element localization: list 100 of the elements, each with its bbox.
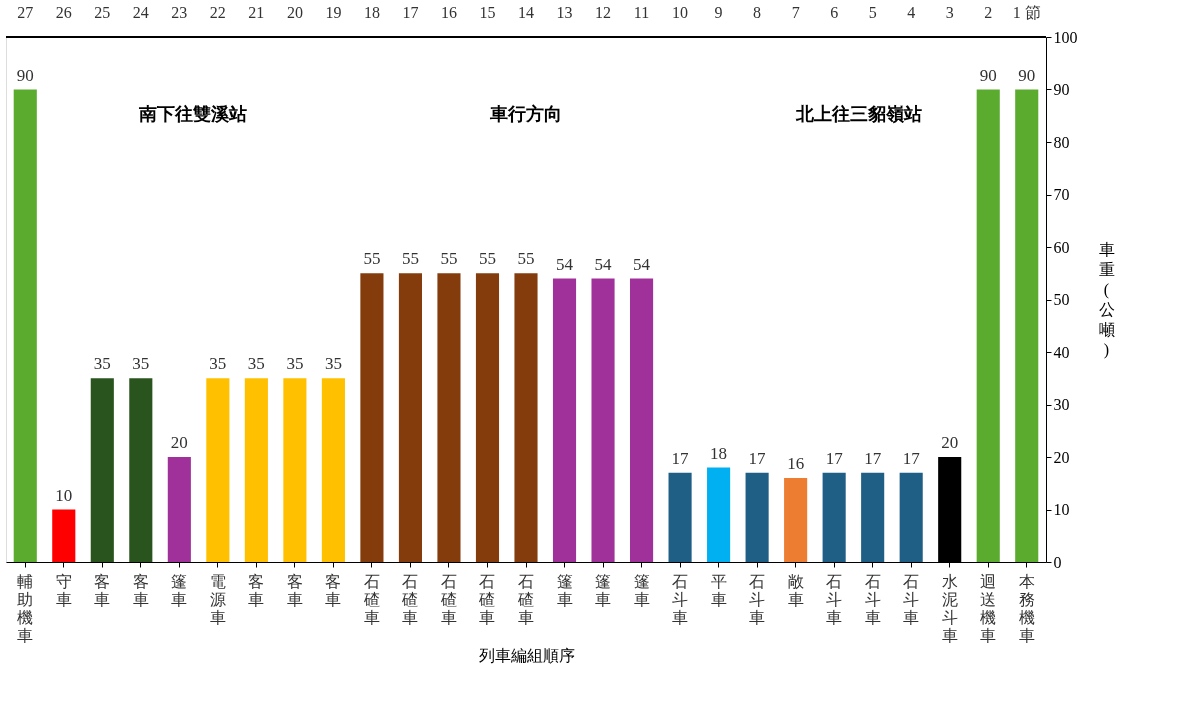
data-label: 17 — [671, 448, 690, 468]
x-tick-label: 篷車 — [171, 572, 188, 608]
bar — [167, 457, 191, 562]
data-label: 35 — [286, 354, 304, 374]
data-label: 35 — [247, 354, 265, 374]
text: 5 — [868, 4, 877, 21]
bar — [861, 472, 885, 562]
bar — [514, 273, 538, 562]
bar — [899, 472, 923, 562]
bar — [129, 378, 153, 562]
data-label: 55 — [517, 249, 535, 269]
bar — [360, 273, 384, 562]
text: 27 — [17, 4, 34, 21]
text: 20 — [286, 4, 303, 21]
bar — [630, 278, 654, 562]
x-tick-label: 客車 — [286, 572, 303, 608]
data-label: 54 — [633, 254, 651, 274]
text: 21 — [248, 4, 265, 21]
data-label: 35 — [132, 354, 150, 374]
text: 26 — [55, 4, 72, 21]
x-tick-label: 客車 — [94, 572, 111, 608]
x-tick-label: 石碴車 — [478, 572, 496, 626]
y-tick-label: 100 — [1053, 28, 1078, 46]
bar — [745, 472, 769, 562]
x-tick-label: 篷車 — [595, 572, 612, 608]
text: 10 — [672, 4, 689, 21]
data-label: 55 — [401, 249, 419, 269]
bar — [822, 472, 846, 562]
x-tick-label: 迴送機車 — [980, 572, 997, 644]
data-label: 35 — [93, 354, 111, 374]
text: 3 — [945, 4, 954, 21]
text: 24 — [132, 4, 149, 21]
y-tick-label: 30 — [1053, 396, 1070, 413]
data-label: 54 — [556, 254, 574, 274]
bar — [1015, 89, 1039, 562]
text: 23 — [171, 4, 188, 21]
text: 14 — [518, 4, 534, 21]
bar — [398, 273, 422, 562]
y-tick-label: 50 — [1053, 291, 1070, 308]
text: 18 — [363, 4, 380, 21]
annotation: 車行方向 — [489, 103, 562, 124]
data-label: 90 — [1018, 65, 1036, 85]
data-label: 55 — [478, 249, 496, 269]
data-label: 55 — [440, 249, 458, 269]
annotation: 南下往雙溪站 — [138, 103, 248, 124]
x-tick-label: 平車 — [710, 572, 727, 608]
text: 6 — [830, 4, 839, 21]
y-tick-label: 40 — [1053, 343, 1070, 361]
bar — [206, 378, 230, 562]
x-tick-label: 客車 — [132, 572, 149, 608]
x-tick-label: 石碴車 — [401, 572, 419, 626]
data-label: 10 — [55, 485, 73, 505]
x-tick-label: 石碴車 — [439, 572, 457, 626]
y-tick-label: 0 — [1053, 553, 1062, 571]
text: 11 — [633, 4, 650, 21]
x-tick-label: 篷車 — [633, 572, 650, 608]
data-label: 35 — [324, 354, 342, 374]
text: 12 — [595, 4, 612, 21]
x-tick-label: 石碴車 — [517, 572, 534, 626]
x-tick-label: 石斗車 — [864, 572, 881, 626]
text: 8 — [753, 4, 762, 21]
bar — [591, 278, 615, 562]
bar — [244, 378, 268, 562]
bar — [90, 378, 114, 562]
x-tick-label: 石斗車 — [903, 572, 920, 626]
x-tick-label: 篷車 — [556, 572, 573, 608]
data-label: 20 — [941, 433, 959, 452]
bar — [707, 467, 731, 562]
data-label: 16 — [787, 454, 805, 473]
data-label: 20 — [170, 433, 188, 452]
x-tick-label: 守車 — [55, 572, 72, 608]
y-tick-label: 10 — [1053, 501, 1070, 518]
bar — [13, 89, 37, 562]
data-label: 17 — [748, 448, 767, 468]
data-label: 54 — [594, 254, 613, 274]
bar — [668, 472, 692, 562]
x-tick-label: 本務機車 — [1018, 572, 1035, 644]
x-tick-label: 客車 — [248, 572, 265, 608]
bar — [437, 273, 461, 562]
x-tick-label: 石斗車 — [672, 572, 689, 626]
y-tick-label: 20 — [1053, 448, 1070, 466]
bar — [784, 478, 808, 562]
x-tick-label: 水泥斗車 — [941, 572, 958, 644]
text: 2 — [984, 4, 993, 21]
x-tick-label: 客車 — [325, 572, 342, 608]
x-tick-label: 石碴車 — [362, 572, 380, 626]
data-label: 35 — [209, 354, 227, 374]
text: 25 — [94, 4, 111, 21]
y-tick-label: 60 — [1053, 238, 1070, 256]
text: 15 — [479, 4, 496, 21]
text: 9 — [714, 4, 723, 21]
data-label: 17 — [902, 448, 921, 468]
data-label: 90 — [16, 65, 34, 85]
data-label: 90 — [979, 65, 997, 85]
y-tick-label: 70 — [1053, 186, 1070, 203]
text: 16 — [440, 4, 457, 21]
x-tick-label: 石斗車 — [749, 572, 766, 626]
text: 4 — [907, 4, 916, 21]
bar — [552, 278, 577, 562]
x-tick-label: 輔助機車 — [17, 572, 34, 644]
